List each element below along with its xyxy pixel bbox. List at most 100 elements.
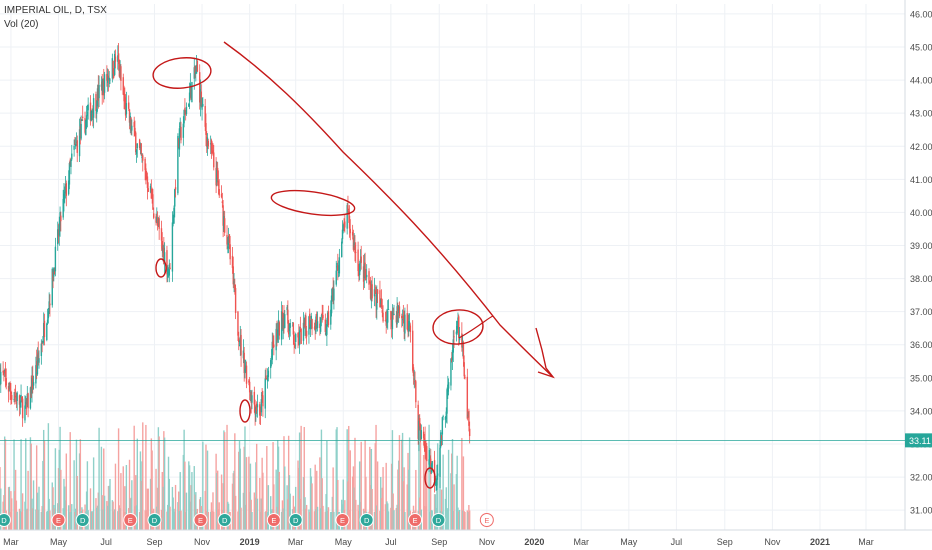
candle-body [81, 116, 84, 118]
candle-body [441, 417, 444, 435]
candle-body [393, 313, 395, 316]
candle-body [160, 228, 163, 241]
volume-bar [310, 476, 312, 530]
candle-body [91, 110, 93, 113]
candle-body [402, 315, 405, 319]
y-tick-label: 39.00 [910, 241, 932, 251]
volume-bar [281, 500, 284, 530]
volume-bar [35, 445, 38, 530]
candle-body [376, 292, 378, 310]
candle-body [163, 247, 165, 265]
volume-bar [8, 486, 11, 530]
volume-bar [370, 448, 373, 530]
candle-body [284, 314, 286, 328]
volume-bar [167, 504, 169, 530]
candle-body [316, 321, 319, 329]
candle-body [189, 83, 192, 94]
volume-bar [125, 464, 128, 530]
low-circle-3 [424, 467, 436, 489]
volume-bar [160, 509, 163, 530]
candle-body [144, 158, 146, 170]
candle-body [234, 288, 237, 313]
candle-body [270, 356, 273, 358]
volume-bar [119, 508, 121, 530]
volume-bar [178, 511, 181, 530]
candle-body [302, 322, 305, 341]
candle-body [43, 320, 46, 337]
candle-body [190, 87, 192, 100]
volume-bar [314, 464, 316, 530]
volume-bar [330, 511, 333, 530]
low-circle-1 [155, 258, 167, 278]
volume-bar [32, 508, 34, 530]
candle-body [167, 268, 169, 278]
candle-body [316, 313, 318, 325]
candle-body [119, 68, 121, 74]
candle-body [216, 169, 218, 183]
volume-bar [36, 492, 39, 530]
volume-bar [453, 484, 455, 530]
volume-bar [149, 478, 152, 530]
candle-body [238, 338, 240, 343]
candle-body [136, 143, 139, 149]
volume-bar [113, 509, 116, 530]
volume-bar [415, 469, 417, 530]
candle-body [326, 319, 328, 335]
candle-body [415, 381, 417, 403]
candle-body [46, 319, 49, 323]
candle-body [434, 481, 437, 485]
candle-body [265, 375, 267, 380]
event-label: E [340, 516, 345, 525]
event-marker [335, 513, 350, 527]
candle-body [429, 456, 431, 459]
volume-bar [238, 441, 241, 530]
volume-bar [461, 437, 463, 530]
volume-bar [376, 505, 378, 530]
candle-body [129, 116, 131, 127]
event-marker [147, 513, 162, 527]
volume-bar [408, 469, 410, 530]
volume-bar [38, 486, 40, 530]
volume-bar [325, 494, 327, 530]
volume-bar [464, 511, 466, 530]
volume-bar [106, 505, 109, 530]
candle-body [65, 183, 68, 196]
volume-bar [58, 449, 60, 530]
candles [0, 43, 471, 493]
volume-bar [144, 510, 146, 530]
volume-bar [136, 438, 139, 530]
candle-body [468, 428, 471, 437]
x-tick-label: Jul [671, 537, 683, 547]
candle-body [256, 404, 259, 408]
x-tick-label: Sep [431, 537, 447, 547]
volume-bar [280, 511, 283, 530]
candle-body [344, 221, 346, 228]
volume-bar [452, 510, 454, 530]
candle-body [370, 288, 373, 302]
candle-body [226, 234, 228, 245]
volume-bar [461, 510, 464, 530]
volume-bar [240, 507, 242, 530]
candle-body [292, 323, 295, 335]
volume-bar [131, 480, 133, 530]
volume-bar [135, 475, 137, 530]
volume-bar [348, 509, 351, 530]
candle-body [146, 176, 149, 188]
candle-body [124, 100, 127, 116]
candle-body [451, 350, 454, 361]
candle-body [365, 274, 368, 278]
candle-body [309, 324, 312, 330]
volume-bar [46, 511, 48, 530]
volume-bar [96, 507, 98, 530]
y-tick-label: 35.00 [910, 373, 932, 383]
candle-body [156, 217, 158, 222]
candle-body [117, 55, 119, 62]
candle-body [167, 271, 170, 273]
volume-bar [364, 440, 366, 530]
event-marker [51, 513, 66, 527]
candle-body [381, 310, 383, 313]
candle-body [325, 332, 327, 335]
candle-body [109, 79, 111, 81]
candle-body [74, 144, 77, 147]
